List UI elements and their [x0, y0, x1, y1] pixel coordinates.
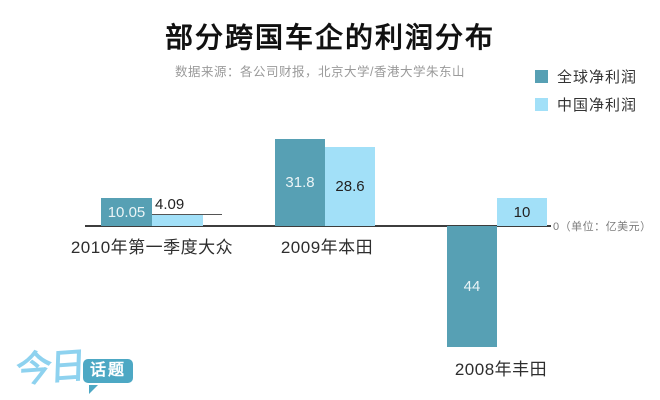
legend: 全球净利润 中国净利润	[535, 66, 637, 122]
logo-speech-bubble: 话题	[83, 359, 134, 383]
bar-china-1: 28.6	[325, 147, 375, 226]
legend-label-china: 中国净利润	[557, 97, 638, 114]
category-label-1: 2009年本田	[280, 238, 374, 257]
bar-china-2: 10	[497, 198, 547, 226]
value-label-china-1: 28.6	[335, 178, 365, 195]
value-label-global-2: 44	[463, 278, 481, 295]
logo-script-text: 今日	[15, 344, 85, 391]
value-label-china-0: 4.09	[155, 196, 185, 213]
global-profit-swatch-icon	[535, 70, 548, 83]
china-profit-swatch-icon	[535, 98, 548, 111]
zero-axis-line	[85, 225, 551, 227]
bar-china-0	[152, 215, 203, 226]
value-label-global-1: 31.8	[285, 174, 315, 191]
page-title: 部分跨国车企的利润分布	[164, 22, 495, 53]
legend-label-global: 全球净利润	[557, 69, 638, 86]
data-source-note: 数据来源：各公司财报，北京大学/香港大学朱东山	[175, 65, 465, 79]
bar-global-2: 44	[447, 226, 497, 347]
category-label-2: 2008年丰田	[454, 360, 548, 379]
bar-global-1: 31.8	[275, 139, 325, 226]
value-label-china-2: 10	[513, 203, 531, 221]
bar-global-0: 10.05	[101, 198, 152, 226]
legend-item-global: 全球净利润	[535, 66, 637, 87]
value-label-global-0: 10.05	[107, 203, 146, 221]
logo-bubble-tail-icon	[89, 385, 98, 394]
legend-item-china: 中国净利润	[535, 94, 637, 115]
category-label-0: 2010年第一季度大众	[70, 238, 234, 257]
axis-zero-unit-label: 0（单位：亿美元）	[553, 221, 652, 233]
today-topic-logo: 今日 话题	[15, 344, 141, 399]
value-callout-line	[152, 214, 222, 215]
